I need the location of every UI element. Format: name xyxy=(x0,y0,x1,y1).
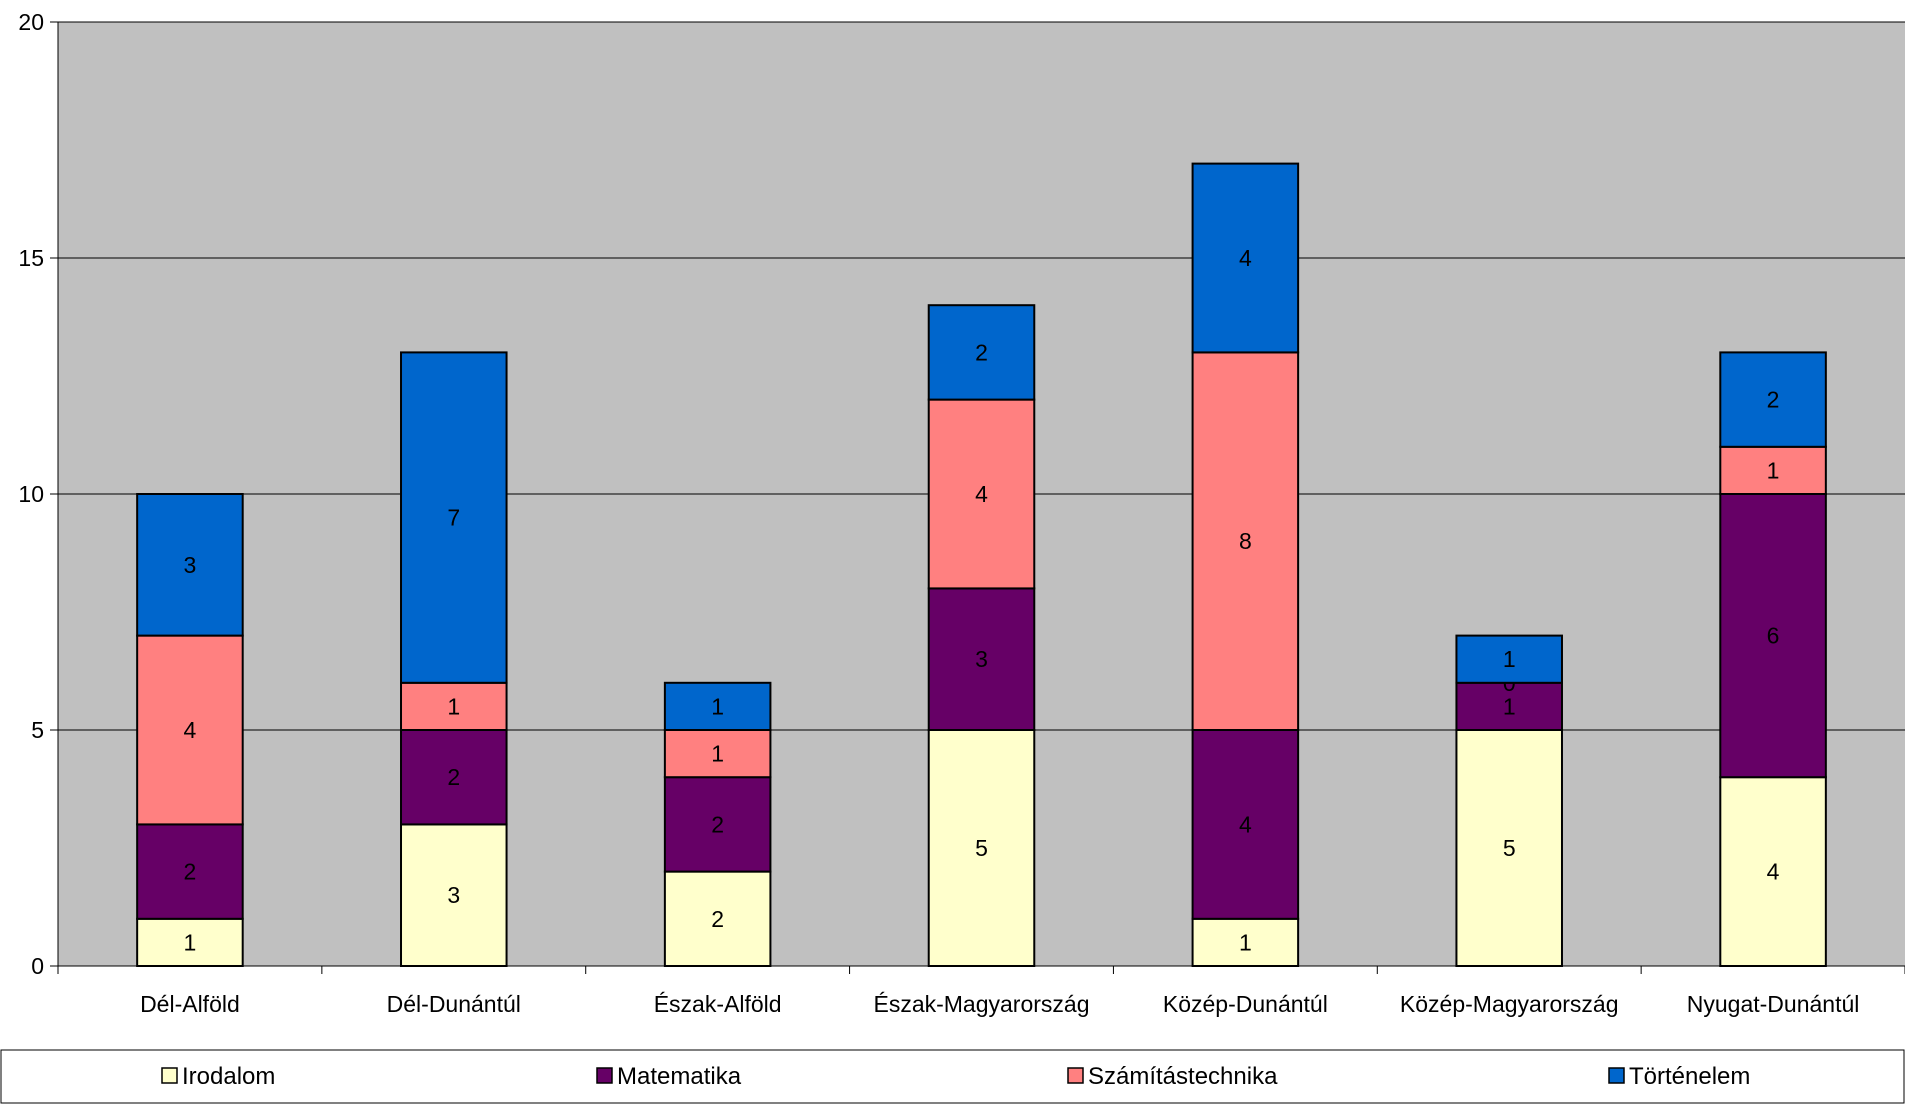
x-tick-label: Dél-Dunántúl xyxy=(387,991,521,1017)
data-label: 1 xyxy=(711,693,724,719)
bar-segment xyxy=(1719,776,1827,968)
data-label: 1 xyxy=(1767,457,1780,483)
data-label: 4 xyxy=(1239,811,1252,837)
data-label: 4 xyxy=(975,481,988,507)
legend-label: Történelem xyxy=(1629,1063,1750,1090)
legend-entry: Irodalom xyxy=(161,1063,275,1090)
data-label: 1 xyxy=(1239,929,1252,955)
bar-segment xyxy=(1719,351,1827,448)
data-label: 7 xyxy=(447,505,460,531)
data-label: 1 xyxy=(711,741,724,767)
legend-entry: Számítástechnika xyxy=(1067,1063,1278,1090)
bar-segment xyxy=(1191,162,1300,354)
legend-box xyxy=(0,1049,1905,1104)
bar-segment xyxy=(1719,445,1827,495)
bar-segment xyxy=(663,729,772,779)
data-label: 2 xyxy=(711,811,724,837)
bar-segment xyxy=(927,587,1036,732)
legend-entry: Történelem xyxy=(1608,1063,1750,1090)
bar-segment xyxy=(1191,351,1300,731)
x-tick-label: Dél-Alföld xyxy=(140,991,240,1017)
data-label: 4 xyxy=(1239,245,1252,271)
bar-segment xyxy=(1191,917,1300,967)
data-label: 2 xyxy=(975,339,988,365)
x-tick-label: Közép-Dunántúl xyxy=(1163,991,1328,1017)
bar-segment xyxy=(663,870,772,967)
bar-segment xyxy=(1455,681,1563,731)
data-label: 6 xyxy=(1767,623,1780,649)
data-label: 2 xyxy=(184,859,197,885)
bar-segment xyxy=(400,351,508,684)
data-label: 5 xyxy=(1503,835,1516,861)
y-tick-label: 0 xyxy=(31,953,44,979)
y-tick-label: 20 xyxy=(18,9,44,35)
y-tick-label: 15 xyxy=(18,245,44,271)
bar-segment xyxy=(1455,729,1563,967)
legend-swatch xyxy=(1608,1067,1625,1084)
x-tick-label: Észak-Alföld xyxy=(654,991,782,1017)
bar-segment xyxy=(927,304,1036,401)
bar-segment xyxy=(136,493,244,637)
data-label: 3 xyxy=(447,882,460,908)
data-label: 1 xyxy=(1503,693,1516,719)
data-label: 4 xyxy=(1767,859,1780,885)
data-label: 5 xyxy=(975,835,988,861)
data-label: 3 xyxy=(975,646,988,672)
bar-segment xyxy=(927,729,1036,967)
x-tick-label: Nyugat-Dunántúl xyxy=(1687,991,1860,1017)
bars: 1243321722115342148451014612 xyxy=(136,162,1827,968)
data-label: 2 xyxy=(447,764,460,790)
legend-entry: Matematika xyxy=(596,1063,742,1090)
data-label: 8 xyxy=(1239,528,1252,554)
legend: Irodalom Matematika Számítástechnika Történ… xyxy=(0,1049,1905,1104)
data-label: 3 xyxy=(184,552,197,578)
bar-segment xyxy=(1191,729,1300,920)
bar-segment xyxy=(400,823,508,968)
data-label: 1 xyxy=(447,693,460,719)
bar-segment xyxy=(663,681,772,731)
y-tick-label: 10 xyxy=(18,481,44,507)
legend-label: Matematika xyxy=(617,1063,742,1090)
data-label: 2 xyxy=(1767,387,1780,413)
data-label: 1 xyxy=(184,929,197,955)
legend-swatch xyxy=(1067,1067,1084,1084)
data-label: 1 xyxy=(1503,646,1516,672)
data-label: 4 xyxy=(184,717,197,743)
legend-label: Irodalom xyxy=(182,1063,275,1090)
x-tick-label: Közép-Magyarország xyxy=(1400,991,1619,1017)
data-label: 2 xyxy=(711,906,724,932)
bar-segment xyxy=(136,823,244,920)
legend-swatch xyxy=(161,1067,178,1084)
y-tick-label: 5 xyxy=(31,717,44,743)
legend-swatch xyxy=(596,1067,613,1084)
x-tick-label: Észak-Magyarország xyxy=(873,991,1089,1017)
legend-label: Számítástechnika xyxy=(1088,1063,1278,1090)
bar-segment xyxy=(1455,634,1563,684)
